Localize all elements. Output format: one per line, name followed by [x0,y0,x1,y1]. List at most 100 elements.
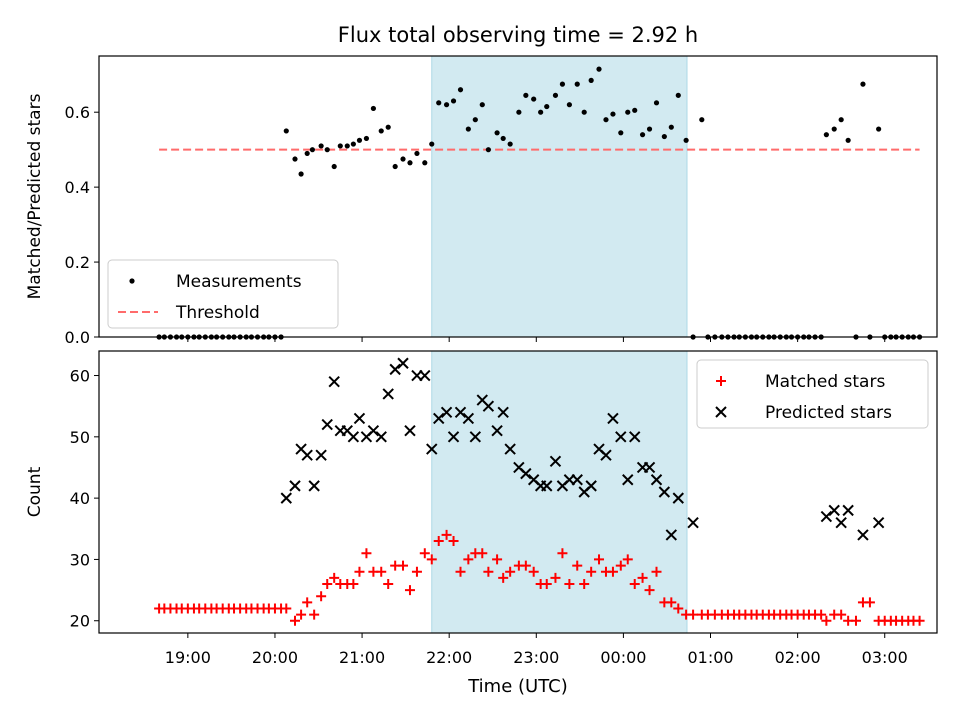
predicted-star-point [462,412,475,425]
matched-star-point [316,591,327,602]
matched-star-point [836,609,847,620]
predicted-star-point [426,443,438,455]
matched-star-point [411,566,422,577]
predicted-star-point [447,431,460,443]
matched-star-point [666,597,677,608]
predicted-star-point [491,424,503,437]
measurement-point [436,100,442,106]
matched-star-point [586,566,597,577]
matched-star-point [361,548,372,559]
matched-star-point [615,560,626,571]
predicted-star-point [482,400,495,412]
measurement-point [516,109,522,115]
measurement-point [298,171,304,177]
measurement-point [507,141,513,147]
measurement-point [370,105,376,112]
predicted-star-point [835,516,847,529]
y-tick-label: 60 [70,367,90,386]
measurement-point [292,156,298,162]
matched-star-point [483,566,494,577]
predicted-star-point [308,480,320,492]
measurement-point [831,126,837,132]
measurement-point [309,147,316,153]
predicted-star-point [347,431,360,443]
matched-star-point [383,578,394,589]
legend-label: Matched stars [765,372,885,392]
x-tick-label: 21:00 [339,648,385,667]
matched-star-point [455,566,466,577]
measurement-point [860,81,866,87]
x-tick-label: 01:00 [687,648,733,667]
matched-star-point [850,615,861,626]
chart-title: Flux total observing time = 2.92 h [338,23,698,47]
measurement-point [350,141,356,147]
predicted-star-point [367,424,380,437]
matched-star-point [528,566,539,577]
x-tick-label: 03:00 [862,648,908,667]
predicted-star-point [397,357,409,369]
measurement-point [552,92,559,98]
x-tick-label: 19:00 [165,648,211,667]
predicted-star-point [622,474,634,486]
measurement-point [523,92,529,98]
predicted-star-point [828,504,840,517]
predicted-star-point [454,406,467,419]
predicted-star-point [440,406,453,419]
legend-marker-measurements [129,278,135,284]
predicted-star-point [504,443,516,455]
measurement-point [429,141,435,147]
y-tick-label: 20 [70,612,90,631]
measurement-point [450,98,457,104]
matched-star-point [629,578,640,589]
predicted-star-point [404,424,416,437]
predicted-star-point [629,431,641,443]
measurement-point [544,103,550,110]
matched-star-point [607,566,618,577]
matched-star-point [281,603,292,614]
matched-star-point [651,566,662,577]
matched-star-point [505,566,516,577]
matched-star-point [348,578,359,589]
matched-star-point [419,548,430,559]
measurement-point [479,102,485,108]
x-tick-label: 02:00 [775,648,821,667]
matched-star-point [498,572,509,583]
matched-star-point [322,578,333,589]
observing-span-shade [431,55,688,338]
x-tick-label: 22:00 [426,648,472,667]
measurement-point [356,137,363,143]
measurement-point [603,117,609,123]
x-tick-label: 20:00 [252,648,298,667]
measurement-point [675,92,681,98]
legend-label: Measurements [176,272,302,292]
predicted-star-point [497,406,509,419]
matched-star-point [296,609,307,620]
matched-star-point [463,554,474,565]
matched-star-point [572,560,583,571]
matched-star-point [550,572,561,583]
predicted-star-point [280,492,292,504]
x-tick-label: 23:00 [513,648,559,667]
matched-star-point [622,554,633,565]
y-axis-label: Count [25,466,45,517]
predicted-star-point [353,412,366,425]
matched-star-point [309,609,320,620]
y-tick-label: 40 [70,489,90,508]
measurement-point [385,124,391,130]
measurement-point [632,107,638,113]
predicted-star-point [301,449,313,461]
measurement-point [581,109,587,115]
matched-star-point [398,560,409,571]
x-tick-label: 00:00 [600,648,646,667]
matched-star-point [302,597,313,608]
predicted-star-point [658,486,671,498]
measurement-point [414,150,420,157]
y-axis-label: Matched/Predicted stars [25,93,45,299]
matched-star-point [673,603,684,614]
matched-star-point [492,554,503,565]
predicted-star-point [389,363,401,376]
predicted-star-point [289,480,301,492]
measurement-point [668,124,674,130]
matched-star-point [579,578,590,589]
